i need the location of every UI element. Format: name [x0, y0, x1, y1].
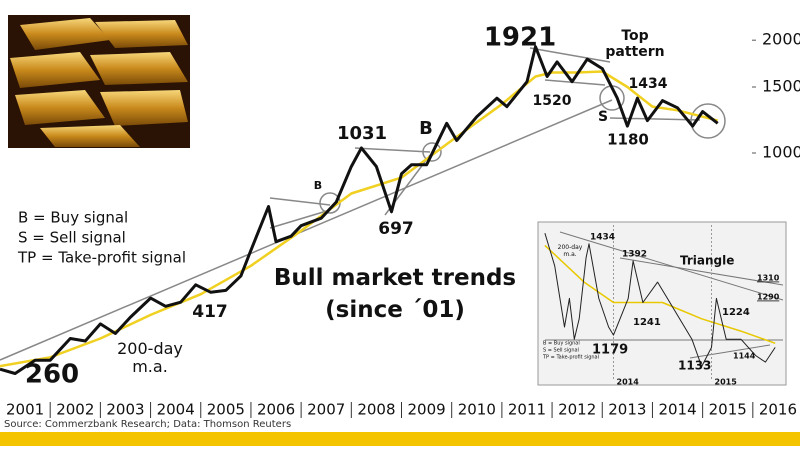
annotation: 1241: [633, 317, 661, 328]
x-tick-label: 2009: [408, 401, 446, 419]
annotation: 1144: [733, 352, 756, 361]
x-tick-label: 2014: [658, 401, 696, 419]
annotation: 1434: [629, 76, 668, 92]
chart-title: Bull market trends (since ´01): [273, 265, 517, 324]
x-tick-label: 2003: [106, 401, 144, 419]
source: Source: Commerzbank Research; Data: Thom…: [4, 419, 291, 430]
annotation: B: [314, 179, 322, 192]
footer-bar: [0, 432, 800, 446]
annotation: 1392: [622, 250, 647, 260]
y-tick-label: 2000: [762, 30, 800, 49]
x-tick-label: 2007: [307, 401, 345, 419]
annotation: 1031: [337, 123, 387, 144]
x-tick-label: 2006: [257, 401, 295, 419]
inset-frame: [537, 221, 787, 386]
x-tick-label: 2010: [458, 401, 496, 419]
series-line: [544, 233, 776, 367]
legend-text: S = Sell signal: [543, 348, 579, 354]
y-tick-label: 1500: [762, 77, 800, 96]
annotation: 1520: [533, 93, 572, 109]
x-tick-label: 2015: [715, 378, 738, 387]
series-line: [544, 244, 776, 345]
annotation: 1133: [678, 359, 711, 373]
inset-series: 2014 2015: [544, 225, 776, 387]
x-tick-label: 2008: [357, 401, 395, 419]
annotation: 1310: [757, 274, 780, 283]
x-tick-label: 2011: [508, 401, 546, 419]
legend-text: B = Buy signal: [18, 209, 128, 227]
series-line: [0, 70, 719, 368]
x-tick-label: 2005: [207, 401, 245, 419]
annotation: Triangle: [680, 254, 734, 268]
annotation: 1180: [607, 131, 649, 149]
annotation: 417: [192, 302, 228, 322]
annotation: S: [598, 109, 608, 125]
series-line: [0, 45, 719, 375]
x-tick-label: 2012: [558, 401, 596, 419]
legend-text: B = Buy signal: [543, 341, 580, 347]
x-tick-label: 2015: [709, 401, 747, 419]
annotation: 1224: [722, 307, 750, 318]
x-tick-label: 2014: [617, 378, 640, 387]
x-tick-label: 2016: [759, 401, 797, 419]
x-tick-label: 2013: [608, 401, 646, 419]
annotation: 260: [25, 360, 79, 390]
annotation: 1290: [757, 293, 780, 302]
annotation: 1434: [590, 233, 615, 243]
annotation: Top pattern: [605, 28, 665, 61]
y-tick-label: 1000: [762, 143, 800, 162]
annotation: 200-day m.a.: [557, 244, 583, 258]
x-tick-label: 2004: [157, 401, 195, 419]
legend-text: S = Sell signal: [18, 229, 126, 247]
legend-text: TP = Take-profit signal: [17, 249, 186, 267]
annotation: B: [419, 118, 433, 139]
x-tick-label: 2002: [56, 401, 94, 419]
gold-photo: [8, 15, 190, 148]
x-tick-label: 2001: [6, 401, 44, 419]
annotation: 697: [378, 219, 414, 239]
legend-text: TP = Take-profit signal: [542, 355, 599, 361]
annotation: 1179: [592, 343, 628, 358]
annotation: 1921: [484, 23, 556, 53]
legend-entry: 200-day m.a.: [117, 339, 183, 377]
